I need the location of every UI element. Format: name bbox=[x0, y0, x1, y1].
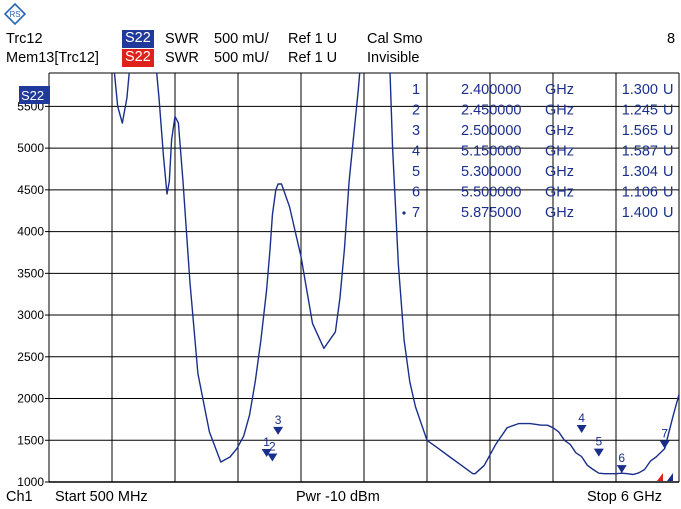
memory-trace-status: Invisible bbox=[367, 50, 420, 66]
marker-table-freq: 2.500000 bbox=[461, 123, 521, 139]
marker-table-value-unit: U bbox=[663, 185, 673, 201]
memory-trace-marker-icon bbox=[657, 473, 663, 481]
markers-group: 1 2 3 45 6 7 bbox=[261, 411, 673, 481]
marker-table-freq-unit: GHz bbox=[545, 103, 574, 119]
y-tick-label: 3000 bbox=[17, 308, 44, 322]
marker-table-value-unit: U bbox=[663, 103, 673, 119]
marker-table-num: 7 bbox=[412, 205, 420, 221]
marker-table: 1 2.400000 GHz 1.300 U 2 2.450000 GHz 1.245 U 3 2.5… bbox=[402, 82, 673, 221]
marker-table-freq: 5.150000 bbox=[461, 144, 521, 160]
marker-triangle-3 bbox=[273, 426, 284, 435]
marker-table-value-unit: U bbox=[663, 164, 673, 180]
marker-label-4: 4 bbox=[578, 411, 585, 425]
marker-table-value: 1.587 bbox=[622, 144, 658, 160]
marker-table-num: 5 bbox=[412, 164, 420, 180]
marker-label-5: 5 bbox=[595, 435, 602, 449]
y-tick-label: 5000 bbox=[17, 141, 44, 155]
marker-table-value-unit: U bbox=[663, 205, 673, 221]
marker-triangle-6 bbox=[616, 465, 627, 474]
active-marker-dot bbox=[402, 211, 406, 215]
marker-table-value: 1.304 bbox=[622, 164, 658, 180]
marker-table-value: 1.400 bbox=[622, 205, 658, 221]
marker-table-value: 1.565 bbox=[622, 123, 658, 139]
marker-table-freq: 2.450000 bbox=[461, 103, 521, 119]
marker-triangle-5 bbox=[593, 448, 604, 457]
stop-frequency[interactable]: Stop 6 GHz bbox=[587, 489, 662, 505]
marker-table-num: 6 bbox=[412, 185, 420, 201]
source-power[interactable]: Pwr -10 dBm bbox=[296, 489, 380, 505]
marker-table-num: 1 bbox=[412, 82, 420, 98]
channel-label[interactable]: Ch1 bbox=[6, 489, 33, 505]
marker-table-freq: 5.875000 bbox=[461, 205, 521, 221]
y-tick-label: 2000 bbox=[17, 392, 44, 406]
trace-badge-s22[interactable]: S22 bbox=[122, 30, 154, 48]
y-tick-label: 1000 bbox=[17, 475, 44, 489]
marker-table-freq-unit: GHz bbox=[545, 144, 574, 160]
marker-triangle-1 bbox=[261, 448, 272, 457]
trace-ref: Ref 1 U bbox=[288, 31, 338, 47]
memory-trace-name[interactable]: Mem13[Trc12] bbox=[6, 50, 99, 66]
marker-label-6: 6 bbox=[618, 451, 625, 465]
marker-table-freq-unit: GHz bbox=[545, 164, 574, 180]
memory-trace-ref: Ref 1 U bbox=[288, 50, 338, 66]
marker-table-value-unit: U bbox=[663, 123, 673, 139]
y-tick-label: 4000 bbox=[17, 225, 44, 239]
marker-triangle-7 bbox=[659, 440, 670, 449]
marker-table-freq-unit: GHz bbox=[545, 82, 574, 98]
memory-trace-scale: 500 mU/ bbox=[214, 50, 269, 66]
y-tick-label: 3500 bbox=[17, 266, 44, 280]
chart-grid bbox=[48, 72, 680, 483]
start-frequency[interactable]: Start 500 MHz bbox=[55, 489, 148, 505]
y-tick-label: 4500 bbox=[17, 183, 44, 197]
marker-table-num: 3 bbox=[412, 123, 420, 139]
trace-label-badge[interactable] bbox=[19, 86, 50, 104]
svg-text:RS: RS bbox=[9, 10, 20, 19]
marker-label-7: 7 bbox=[661, 427, 668, 441]
marker-table-num: 4 bbox=[412, 144, 420, 160]
trace-line-group bbox=[113, 73, 679, 476]
marker-table-freq: 5.300000 bbox=[461, 164, 521, 180]
memory-trace-badge-s22[interactable]: S22 bbox=[122, 49, 154, 67]
trace-line-s22 bbox=[113, 73, 679, 476]
trace-end-marker-icon bbox=[667, 473, 673, 481]
marker-table-num: 2 bbox=[412, 103, 420, 119]
channel-number: 8 bbox=[667, 31, 676, 47]
marker-triangle-2 bbox=[267, 453, 278, 462]
trace-scale: 500 mU/ bbox=[214, 31, 269, 47]
marker-triangle-4 bbox=[576, 425, 587, 434]
marker-label-1: 1 bbox=[263, 435, 270, 449]
trace-name[interactable]: Trc12 bbox=[6, 31, 43, 47]
marker-table-freq: 5.500000 bbox=[461, 185, 521, 201]
trace-status: Cal Smo bbox=[367, 31, 423, 47]
marker-label-3: 3 bbox=[275, 413, 282, 427]
marker-table-freq-unit: GHz bbox=[545, 123, 574, 139]
marker-label-2: 2 bbox=[269, 440, 276, 454]
y-tick-label: 1500 bbox=[17, 433, 44, 447]
marker-table-value: 1.106 bbox=[622, 185, 658, 201]
marker-table-freq: 2.400000 bbox=[461, 82, 521, 98]
rohde-schwarz-logo-icon: RS bbox=[4, 3, 26, 25]
marker-table-value: 1.300 bbox=[622, 82, 658, 98]
marker-table-value-unit: U bbox=[663, 144, 673, 160]
memory-trace-format: SWR bbox=[165, 50, 199, 66]
marker-table-freq-unit: GHz bbox=[545, 205, 574, 221]
trace-format: SWR bbox=[165, 31, 199, 47]
marker-table-freq-unit: GHz bbox=[545, 185, 574, 201]
marker-table-value-unit: U bbox=[663, 82, 673, 98]
y-tick-label: 2500 bbox=[17, 350, 44, 364]
trace-label-text: S22 bbox=[21, 88, 44, 103]
marker-table-value: 1.245 bbox=[622, 103, 658, 119]
